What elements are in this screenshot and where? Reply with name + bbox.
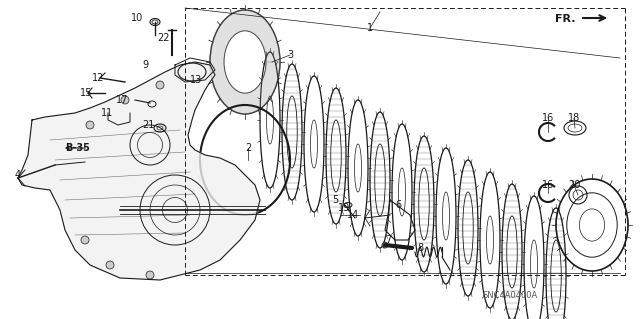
Circle shape — [81, 236, 89, 244]
Circle shape — [106, 261, 114, 269]
Polygon shape — [18, 62, 260, 280]
Circle shape — [156, 81, 164, 89]
Polygon shape — [210, 10, 280, 114]
Text: 5: 5 — [332, 195, 338, 205]
Text: 10: 10 — [131, 13, 143, 23]
Text: 11: 11 — [101, 108, 113, 118]
Text: 22: 22 — [157, 33, 169, 43]
Text: 4: 4 — [15, 170, 21, 180]
Text: 14: 14 — [347, 210, 359, 220]
Ellipse shape — [382, 242, 388, 248]
Text: 15: 15 — [80, 88, 92, 98]
Text: 2: 2 — [245, 143, 251, 153]
Text: 9: 9 — [142, 60, 148, 70]
Circle shape — [146, 271, 154, 279]
Text: 12: 12 — [92, 73, 104, 83]
Text: 19: 19 — [338, 203, 350, 213]
Text: 16: 16 — [542, 113, 554, 123]
Text: 7: 7 — [385, 235, 391, 245]
Text: 13: 13 — [190, 75, 202, 85]
Text: 8: 8 — [417, 243, 423, 253]
Circle shape — [86, 121, 94, 129]
Circle shape — [121, 96, 129, 104]
Text: 17: 17 — [116, 95, 128, 105]
Text: 21: 21 — [142, 120, 154, 130]
Text: 3: 3 — [287, 50, 293, 60]
Text: 16: 16 — [542, 180, 554, 190]
Text: SNC4A0400A: SNC4A0400A — [483, 291, 538, 300]
Text: 6: 6 — [395, 200, 401, 210]
Text: FR.: FR. — [556, 14, 576, 24]
Text: B-35: B-35 — [65, 143, 90, 153]
Text: 1: 1 — [367, 23, 373, 33]
Text: 18: 18 — [568, 113, 580, 123]
Text: 20: 20 — [568, 180, 580, 190]
